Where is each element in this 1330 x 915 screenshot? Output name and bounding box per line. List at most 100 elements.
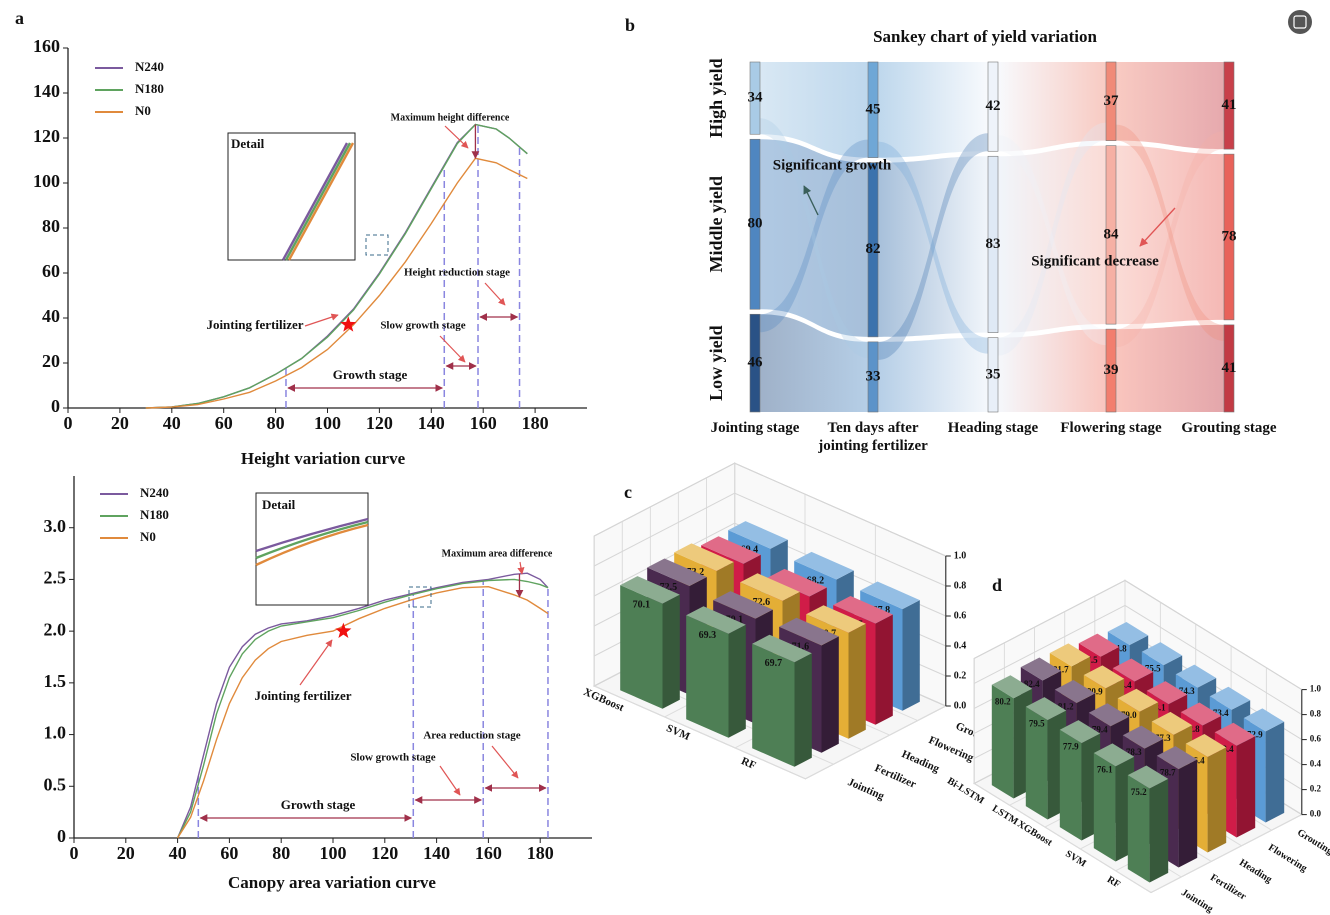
fertilizer-star [340,316,357,332]
value-label: 77.9 [1063,741,1079,751]
bar-face [1151,711,1193,735]
bar-face [821,636,839,753]
node-value: 46 [748,355,764,371]
corner-icon[interactable] [1288,10,1312,34]
flow-band [760,139,868,337]
detail-inset [227,132,356,261]
value-label: 79.5 [1029,718,1045,728]
flow-band [1116,62,1224,150]
legend-label: N180 [135,81,164,96]
bar-face [1025,697,1067,721]
group-label: Jointing [846,776,887,803]
bar-face [1020,657,1062,681]
sankey-node [867,341,879,413]
bar-face [1078,633,1120,657]
flow-band [760,62,868,158]
node-value: 78 [1222,228,1237,244]
flow-band [760,139,868,333]
y-tick-label: 100 [33,171,60,191]
group-label: Fertilizer [1208,872,1248,903]
flow-band [998,135,1106,346]
stage-label: Ten days after jointing fertilizer [818,420,928,454]
value-label: 79.4 [1092,725,1108,735]
value-label: 72.5 [660,582,678,593]
pointer [299,639,333,686]
annotation: Jointing fertilizer [206,317,303,332]
legend-label: N240 [135,59,164,74]
bar-face [991,684,1014,799]
flow-band [998,62,1106,152]
bar-face [902,600,920,711]
y-tick-label: 60 [42,261,60,281]
x-tick-label: 160 [475,843,502,863]
bar-face [848,623,866,739]
pointer [439,765,461,796]
value-label: 70.1 [633,600,651,611]
bar-face [1122,725,1164,749]
group-label: Heading [900,748,942,775]
y-tick-label: 1.0 [44,723,67,743]
value-label: 76.1 [1097,765,1113,775]
bar-face [1127,775,1150,883]
value-label: 75.5 [1145,663,1161,673]
bar-face [1207,747,1227,853]
value-label: 80.2 [995,697,1011,707]
category-label: RF [739,755,758,772]
y-tick-label: 40 [42,306,60,326]
z-tick-label: 0.0 [1310,809,1322,819]
flow-band [1116,145,1224,325]
x-tick-label: 180 [522,413,549,433]
value-label: 72.6 [753,597,771,608]
y-tick-label: 0.5 [44,774,67,794]
sankey-node [867,162,879,338]
x-tick-label: 100 [320,843,347,863]
bar-face [662,594,680,709]
value-label: 80.9 [1087,687,1103,697]
x-tick-label: 20 [117,843,135,863]
stage-label: Heading stage [947,420,1039,436]
x-tick-label: 0 [64,413,73,433]
node-value: 45 [866,101,881,117]
detail-line [284,142,352,261]
value-label: 78.7 [1160,767,1176,777]
stage-label: Jointing stage [710,420,800,436]
flow-band [1116,124,1224,341]
annotation: Area reduction stage [423,730,520,742]
node-value: 39 [1104,362,1119,378]
y-tick-label: 2.5 [44,568,67,588]
flow-band [878,62,988,158]
pointer [1139,207,1176,247]
value-label: 72.9 [1247,730,1263,740]
series-line [176,578,549,839]
bar-face [701,536,761,564]
sankey-node [1105,145,1117,325]
x-tick-label: 40 [163,413,181,433]
bar-face [1265,721,1285,823]
grid-line [973,604,1303,716]
y-tick-label: 140 [33,81,60,101]
flow-band [998,145,1106,333]
panel-label: b [625,15,635,35]
z-tick-label: 0.6 [954,610,967,621]
bar-face [833,596,893,624]
pointer [484,282,506,306]
flow-band [878,156,988,337]
category-label: RF [1105,874,1122,890]
flow-band [878,337,988,412]
y-tick-label: 0 [57,826,66,846]
bar-face [728,624,746,738]
bar-face [1209,686,1251,710]
y-tick-label: 120 [33,126,60,146]
bar [620,576,680,709]
x-tick-label: 80 [267,413,285,433]
pointer [444,125,469,149]
legend-label: N240 [140,485,169,500]
z-tick-label: 0.4 [954,640,967,651]
y-tick-label: 80 [42,216,60,236]
x-tick-label: 40 [169,843,187,863]
flow-band [878,133,988,360]
bar-face [1083,665,1125,689]
bar-face [1141,642,1183,666]
node-value: 80 [748,216,763,232]
bar [686,606,746,738]
